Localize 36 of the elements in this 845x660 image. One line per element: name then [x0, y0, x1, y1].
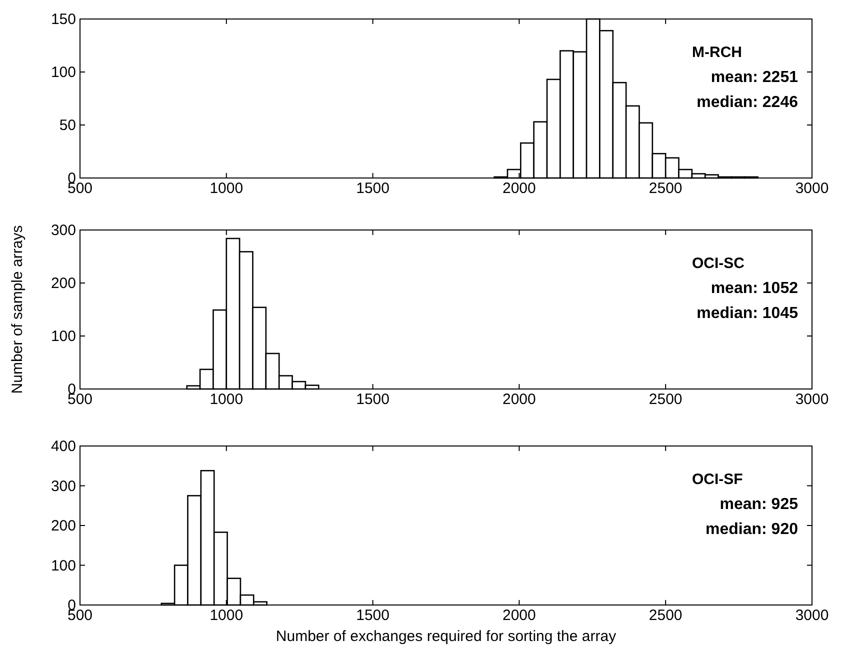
annotation: mean: 925 — [720, 496, 798, 513]
y-tick-label: 400 — [50, 438, 76, 455]
x-tick-label: 3000 — [795, 391, 829, 408]
x-tick-label: 1500 — [356, 180, 390, 197]
x-tick-label: 2500 — [648, 180, 682, 197]
x-tick-label: 2000 — [502, 391, 536, 408]
y-tick-label: 100 — [50, 557, 76, 574]
x-axis-title: Number of exchanges required for sorting the array — [276, 628, 617, 645]
y-tick-label: 300 — [50, 222, 76, 239]
annotation: OCI-SF — [692, 471, 743, 488]
annotation: mean: 1052 — [710, 280, 798, 297]
annotation: mean: 2251 — [710, 69, 798, 86]
annotation: OCI-SC — [692, 255, 745, 272]
annotation: median: 920 — [706, 521, 798, 538]
annotation: median: 2246 — [696, 94, 798, 111]
y-tick-label: 50 — [59, 117, 76, 134]
x-tick-label: 3000 — [795, 607, 829, 624]
y-axis-title: Number of sample arrays — [9, 225, 26, 394]
x-tick-label: 2000 — [502, 607, 536, 624]
y-tick-label: 150 — [50, 11, 76, 28]
y-tick-label: 200 — [50, 518, 76, 534]
x-tick-label: 1500 — [356, 607, 390, 624]
y-tick-label: 200 — [50, 275, 76, 292]
x-tick-label: 1000 — [210, 391, 244, 408]
x-tick-label: 2000 — [502, 180, 536, 197]
annotation: median: 1045 — [696, 305, 798, 322]
y-tick-label: 100 — [50, 328, 76, 345]
x-tick-label: 1000 — [210, 180, 244, 197]
x-tick-label: 1000 — [210, 607, 244, 624]
y-tick-label: 100 — [50, 64, 76, 81]
x-tick-label: 2500 — [648, 607, 682, 624]
x-tick-label: 3000 — [795, 180, 829, 197]
annotation: M-RCH — [692, 44, 742, 61]
y-tick-label: 300 — [50, 478, 76, 495]
x-tick-label: 1500 — [356, 391, 390, 408]
x-tick-label: 2500 — [648, 391, 682, 408]
